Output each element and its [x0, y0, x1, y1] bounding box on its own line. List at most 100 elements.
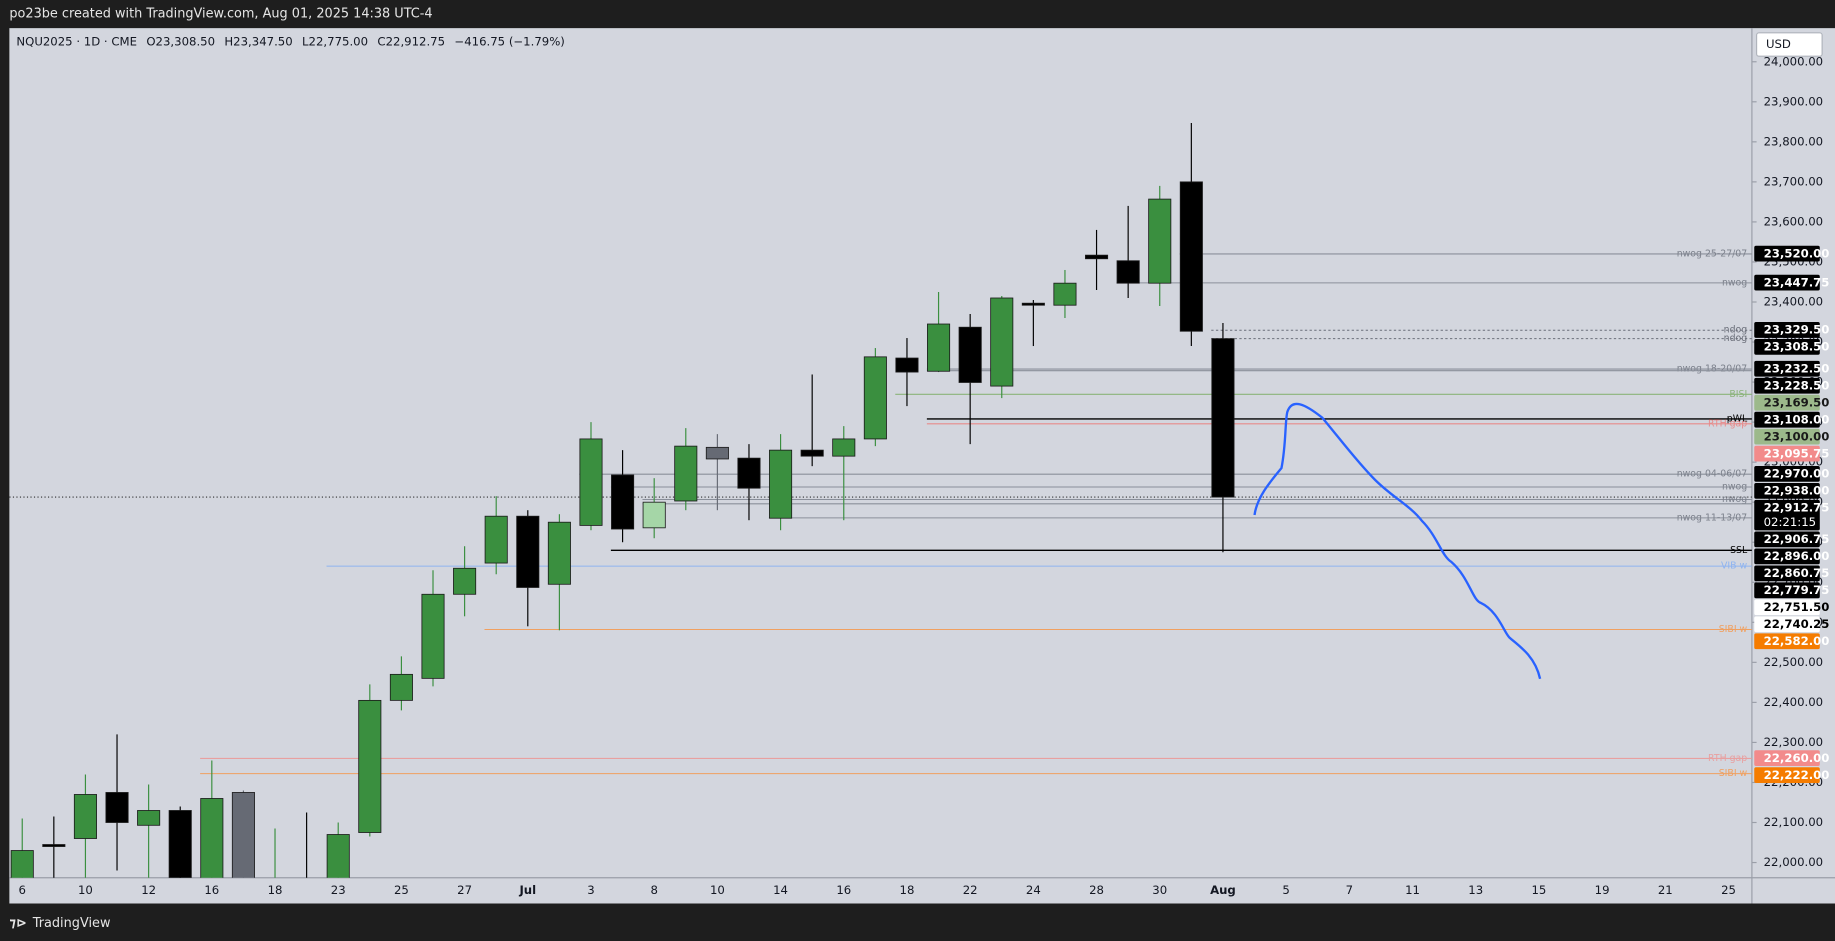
price-marker — [1754, 531, 1820, 548]
price-marker-label: 22,779.75 — [1764, 583, 1830, 597]
candle-body — [674, 445, 698, 502]
level-label: nwog 18-20/07 — [1677, 364, 1748, 375]
x-tick-label: 28 — [1089, 883, 1104, 897]
candle-body — [769, 449, 793, 519]
x-tick-label: 22 — [963, 883, 978, 897]
x-tick-label: 16 — [204, 883, 219, 897]
price-marker-label: 23,228.50 — [1764, 379, 1830, 393]
price-marker — [1754, 616, 1820, 633]
candle — [231, 790, 255, 878]
level-label: VIB w — [1721, 561, 1748, 572]
candle — [737, 444, 761, 521]
candle — [1211, 323, 1235, 553]
price-marker — [1754, 411, 1820, 428]
time-axis — [9, 877, 1752, 904]
y-tick-label: 22,100.00 — [1764, 815, 1823, 829]
candle-body — [1116, 260, 1140, 284]
candle — [306, 812, 308, 878]
level-label: RTH gap — [1708, 753, 1747, 764]
candle — [1053, 269, 1077, 319]
y-tick-label: 22,300.00 — [1764, 735, 1823, 749]
candle-body — [453, 567, 477, 595]
candle-body — [200, 798, 224, 878]
candle-body — [863, 356, 887, 440]
candle-body — [10, 850, 34, 878]
price-marker — [1754, 445, 1820, 462]
x-tick-label: 24 — [1026, 883, 1041, 897]
header: po23be created with TradingView.com, Aug… — [9, 7, 432, 22]
x-tick-label: 14 — [773, 883, 788, 897]
price-marker-label: 22,740.25 — [1764, 617, 1830, 631]
candle-body — [358, 699, 382, 833]
level-label: SIBI w — [1719, 768, 1748, 779]
x-tick-label: 30 — [1152, 883, 1167, 897]
candle-body — [516, 515, 540, 588]
plot-area — [9, 28, 1752, 878]
candle — [274, 828, 276, 878]
candle-body — [927, 323, 951, 372]
level-label: ndog — [1724, 333, 1748, 344]
candle-body — [800, 449, 824, 457]
candle-body — [42, 844, 66, 847]
x-tick-label: 18 — [268, 883, 283, 897]
level-label: BISI — [1729, 389, 1747, 400]
footer: TradingView — [32, 916, 111, 931]
y-tick-label: 22,400.00 — [1764, 695, 1823, 709]
x-tick-label: 21 — [1658, 883, 1673, 897]
candle-body — [168, 810, 192, 878]
price-marker-label: 23,329.50 — [1764, 323, 1830, 337]
currency-button[interactable] — [1756, 32, 1823, 57]
price-marker-label: 22,912.75 — [1764, 501, 1830, 515]
level-label: pWL — [1727, 413, 1748, 424]
price-marker-label: 22,260.00 — [1764, 751, 1830, 765]
candle — [832, 426, 856, 521]
candle-body — [958, 326, 982, 383]
price-marker — [1754, 339, 1820, 355]
candle — [42, 816, 66, 878]
level-label: nwog — [1722, 481, 1747, 492]
candle — [1179, 123, 1203, 347]
price-marker-label: 22,222.00 — [1764, 768, 1830, 782]
level-label: SIBI w — [1719, 624, 1748, 635]
level-label: nwog — [1722, 494, 1747, 505]
y-tick-label: 22,500.00 — [1764, 655, 1823, 669]
candle-body — [895, 357, 919, 373]
price-marker — [1754, 360, 1820, 377]
candle-body — [231, 792, 255, 878]
price-marker-label: 23,108.00 — [1764, 412, 1830, 426]
drawing — [1253, 402, 1542, 680]
price-marker-label: 22,896.00 — [1764, 549, 1830, 563]
price-marker — [1754, 322, 1820, 338]
x-tick-label: 13 — [1468, 883, 1483, 897]
x-tick-label: 12 — [141, 883, 156, 897]
price-marker-label: 22,751.50 — [1764, 600, 1830, 614]
currency[interactable]: USD — [1766, 37, 1791, 51]
price-marker-label: 23,169.50 — [1764, 396, 1830, 410]
legend-item: NQU2025 · 1D · CME — [16, 35, 137, 49]
price-marker — [1754, 482, 1820, 499]
price-marker-label: 23,100.00 — [1764, 429, 1830, 443]
candle-body — [421, 593, 445, 679]
countdown: 02:21:15 — [1764, 515, 1817, 529]
level-label: nwog 04-06/07 — [1677, 469, 1748, 480]
candle — [705, 434, 729, 511]
x-tick-label: 11 — [1405, 883, 1420, 897]
price-marker — [1754, 548, 1820, 565]
y-tick-label: 24,000.00 — [1764, 54, 1823, 68]
candle-body — [737, 457, 761, 489]
candle-body — [547, 521, 571, 585]
candle — [421, 570, 445, 687]
x-tick-label: 27 — [457, 883, 472, 897]
candle-body — [484, 515, 508, 564]
x-tick-label: 3 — [587, 883, 594, 897]
candle — [674, 428, 698, 511]
price-marker-label: 22,860.75 — [1764, 566, 1830, 580]
candle — [516, 510, 540, 627]
candle-body — [1053, 282, 1077, 306]
price-marker — [1754, 633, 1820, 650]
price-marker — [1754, 767, 1820, 784]
candle-body — [832, 438, 856, 457]
candle-body — [611, 474, 635, 530]
price-marker — [1754, 274, 1820, 291]
